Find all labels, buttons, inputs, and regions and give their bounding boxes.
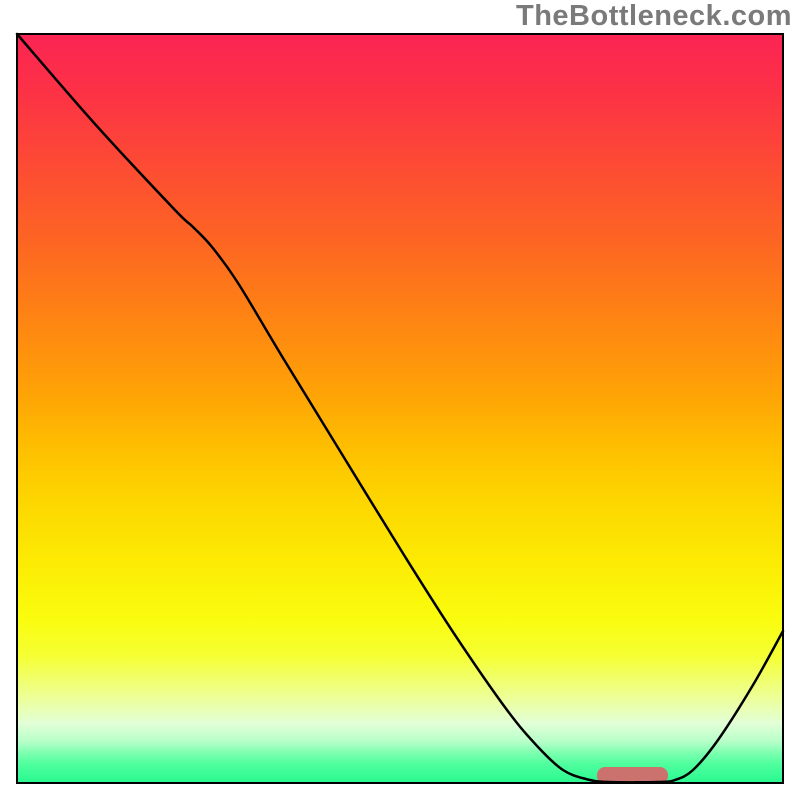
plot-background <box>17 34 783 783</box>
chart-canvas: TheBottleneck.com <box>0 0 800 800</box>
watermark-text: TheBottleneck.com <box>516 0 792 33</box>
bottleneck-chart <box>0 0 800 800</box>
